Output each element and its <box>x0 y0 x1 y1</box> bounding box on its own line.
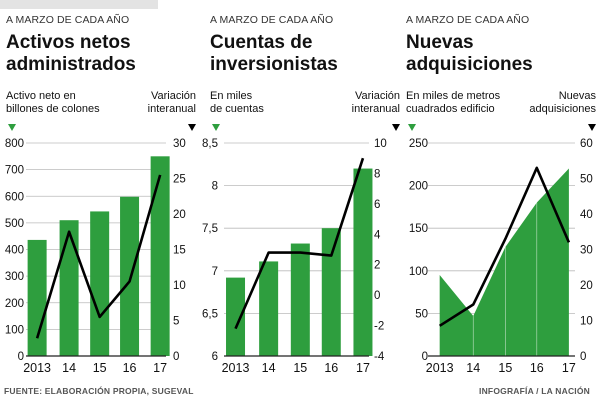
left-tick-label: 200 <box>409 181 428 193</box>
x-tick-label: 15 <box>293 361 307 375</box>
left-tick-label: 100 <box>5 324 24 336</box>
panel-kicker: A MARZO DE CADA AÑO <box>406 14 530 26</box>
x-tick-label: 2013 <box>222 361 250 375</box>
x-tick-label: 17 <box>562 361 576 375</box>
right-tick-label: 0 <box>580 351 586 363</box>
left-tick-label: 50 <box>415 308 428 320</box>
right-axis-marker-icon <box>392 124 400 131</box>
bar-2013 <box>226 277 246 356</box>
bar-16 <box>321 228 341 356</box>
left-tick-label: 200 <box>5 298 24 310</box>
right-tick-label: 2 <box>374 260 380 272</box>
right-tick-label: 10 <box>374 138 387 150</box>
left-axis-marker-icon <box>212 124 220 131</box>
left-axis-label: Activo neto en billones de colones <box>6 90 100 115</box>
bar-15 <box>290 243 310 356</box>
left-tick-label: 100 <box>409 266 428 278</box>
left-axis-label: En miles de metros cuadrados edificio <box>406 90 501 115</box>
x-tick-label: 14 <box>62 361 76 375</box>
panel-title: Cuentas de inversionistas <box>210 32 338 75</box>
panel-cuentas: A MARZO DE CADA AÑO Cuentas de inversion… <box>202 14 400 386</box>
bar-16 <box>120 196 140 356</box>
x-tick-label: 16 <box>530 361 544 375</box>
chart-adquisiciones: 0 50 100 150 200 250 0 10 20 30 40 50 60 2013 14 15 16 17 <box>408 124 596 375</box>
right-tick-label: 10 <box>173 280 186 292</box>
bar-17 <box>353 168 373 356</box>
left-tick-label: 6 <box>212 351 218 363</box>
right-tick-label: 20 <box>173 209 186 221</box>
right-tick-label: -4 <box>374 351 385 363</box>
bar-2013 <box>27 239 47 356</box>
right-tick-label: 40 <box>580 209 593 221</box>
right-tick-label: 4 <box>374 229 381 241</box>
left-tick-label: 8 <box>212 181 218 193</box>
left-tick-label: 6,5 <box>202 308 218 320</box>
top-decoration-bar <box>0 0 158 9</box>
bar-17 <box>150 156 170 356</box>
right-tick-label: 10 <box>580 316 593 328</box>
x-tick-label: 15 <box>498 361 512 375</box>
left-tick-label: 300 <box>5 271 24 283</box>
left-tick-label: 800 <box>5 138 24 150</box>
panel-title: Nuevas adquisiciones <box>406 32 533 75</box>
bar-14 <box>59 220 79 356</box>
right-tick-label: -2 <box>374 321 384 333</box>
panel-kicker: A MARZO DE CADA AÑO <box>6 14 130 26</box>
right-tick-label: 60 <box>580 138 593 150</box>
panel-adquisiciones: A MARZO DE CADA AÑO Nuevas adquisiciones… <box>406 14 596 386</box>
x-tick-label: 14 <box>466 361 480 375</box>
x-tick-label: 17 <box>153 361 167 375</box>
right-tick-label: 5 <box>173 316 179 328</box>
right-tick-label: 30 <box>580 245 593 257</box>
source-note: FUENTE: ELABORACIÓN PROPIA, SUGEVAL <box>4 386 194 396</box>
left-tick-label: 400 <box>5 245 24 257</box>
left-axis-marker-icon <box>8 124 16 131</box>
right-axis-label: Nuevas adquisiciones <box>529 90 596 115</box>
left-axis-marker-icon <box>408 124 416 131</box>
left-tick-label: 250 <box>409 138 428 150</box>
left-tick-label: 7 <box>212 266 218 278</box>
left-tick-label: 0 <box>18 351 24 363</box>
right-tick-label: 20 <box>580 280 593 292</box>
left-tick-label: 7,5 <box>202 223 218 235</box>
x-tick-label: 17 <box>356 361 370 375</box>
x-tick-label: 16 <box>123 361 137 375</box>
right-axis-label: Variación interanual <box>147 90 196 115</box>
x-tick-label: 14 <box>262 361 276 375</box>
chart-cuentas: 6 6,5 7 7,5 8 8,5 -4 -2 0 2 4 6 8 10 2013 14 15 16 17 <box>202 124 400 375</box>
bar-15 <box>90 211 110 356</box>
right-tick-label: 6 <box>374 199 380 211</box>
right-axis-marker-icon <box>188 124 196 131</box>
left-axis-label: En miles de cuentas <box>210 90 264 115</box>
right-axis-label: Variación interanual <box>351 90 400 115</box>
left-tick-label: 600 <box>5 191 24 203</box>
left-tick-label: 500 <box>5 218 24 230</box>
right-tick-label: 0 <box>173 351 179 363</box>
right-tick-label: 25 <box>173 174 186 186</box>
right-tick-label: 15 <box>173 245 186 257</box>
right-tick-label: 50 <box>580 174 593 186</box>
right-tick-label: 30 <box>173 138 186 150</box>
x-tick-label: 2013 <box>426 361 454 375</box>
x-tick-label: 2013 <box>23 361 51 375</box>
left-tick-label: 0 <box>422 351 428 363</box>
panel-activos: A MARZO DE CADA AÑO Activos netos admini… <box>5 14 196 386</box>
bar-14 <box>259 261 279 356</box>
x-tick-label: 15 <box>93 361 107 375</box>
panel-title: Activos netos administrados <box>6 32 136 75</box>
left-tick-label: 150 <box>409 223 428 235</box>
left-tick-label: 8,5 <box>202 138 218 150</box>
right-tick-label: 8 <box>374 168 380 180</box>
chart-activos: 0 100 200 300 400 500 600 700 800 0 5 10 15 20 25 30 201… <box>5 124 196 375</box>
credit-note: INFOGRAFÍA / LA NACIÓN <box>479 386 590 396</box>
right-axis-marker-icon <box>588 124 596 131</box>
right-tick-label: 0 <box>374 290 380 302</box>
x-tick-label: 16 <box>324 361 338 375</box>
panel-kicker: A MARZO DE CADA AÑO <box>210 14 334 26</box>
left-tick-label: 700 <box>5 165 24 177</box>
